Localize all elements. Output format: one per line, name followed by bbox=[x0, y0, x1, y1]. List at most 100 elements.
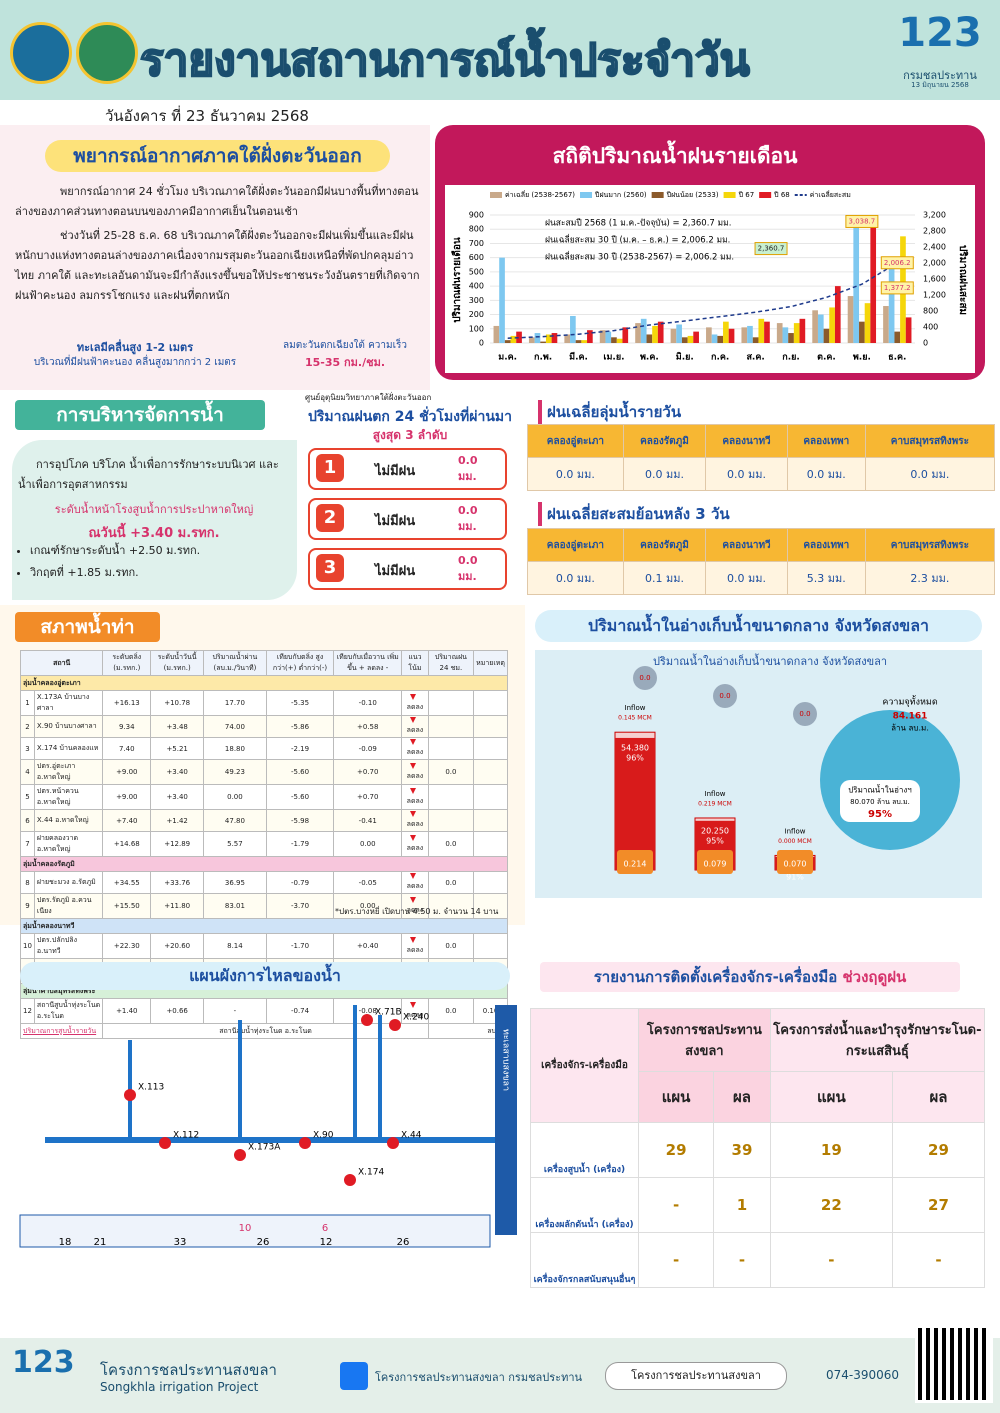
cell-text: -0.05 bbox=[358, 878, 377, 887]
cell-text: +3.40 bbox=[166, 793, 188, 801]
cell-text: +1.42 bbox=[166, 816, 188, 825]
distance: 26 bbox=[397, 1237, 410, 1248]
cell-text: ลดลง bbox=[406, 771, 424, 780]
machine-count: - bbox=[637, 1177, 715, 1233]
current-bar bbox=[615, 737, 655, 870]
cell-no: 9 bbox=[20, 893, 35, 919]
y-tick-label: 500 bbox=[469, 267, 484, 276]
bar bbox=[741, 327, 748, 343]
header-cell: แนวโน้ม bbox=[401, 650, 429, 676]
cell-text: -0.79 bbox=[290, 878, 310, 887]
cell-text: 7.40 bbox=[119, 744, 135, 753]
cell-text: X.90 บ้านบางศาลา bbox=[36, 722, 97, 730]
logo bbox=[76, 22, 138, 84]
bar bbox=[581, 340, 588, 343]
annotation: ฝนสะสมปี 2568 (1 ม.ค.-ปัจจุบัน) = 2,360.… bbox=[545, 218, 731, 229]
current-label: 54.380 bbox=[621, 743, 649, 752]
station bbox=[159, 1137, 171, 1149]
reservoir-inner-title: ปริมาณน้ำในอ่างเก็บน้ำขนาดกลาง จังหวัดสง… bbox=[653, 653, 887, 668]
machine-count: 1 bbox=[713, 1177, 771, 1233]
distance: 18 bbox=[59, 1237, 72, 1248]
cell-text: -2.19 bbox=[290, 744, 310, 753]
y-tick-label: 0 bbox=[479, 339, 484, 348]
water-level-title: สภาพน้ำท่า bbox=[15, 612, 160, 642]
footer-phone[interactable]: 074-390060 bbox=[826, 1368, 900, 1382]
value-row: 0.0 มม. 0.0 มม. 0.0 มม. 0.0 มม. 0.0 มม. bbox=[527, 457, 996, 491]
bar bbox=[534, 333, 541, 343]
total-label: ความจุทั้งหมด bbox=[882, 695, 938, 708]
section-name: ลุ่มน้ำคลองอู่ตะเภา bbox=[20, 675, 508, 691]
cell-vs_bank: -1.79 bbox=[265, 831, 335, 857]
wind-speed: 15-35 กม./ชม. bbox=[304, 356, 385, 369]
basin-daily-table: คลองอู่ตะเภา คลองรัตภูมิ คลองนาทวี คลองเทพา… bbox=[527, 424, 996, 491]
distance: 33 bbox=[174, 1237, 187, 1248]
y2-tick-label: 2,000 bbox=[923, 259, 946, 268]
cell-text: ปตร.รัตภูมิ อ.ควนเนียง bbox=[36, 896, 92, 915]
x-tick-label: มิ.ย. bbox=[676, 352, 694, 363]
annotation: ฝนเฉลี่ยสะสม 30 ปี (2538-2567) = 2,006.2… bbox=[545, 251, 734, 263]
cell-text: 5 bbox=[25, 793, 30, 801]
footer-facebook[interactable]: โครงการชลประทานสงขลา กรมชลประทาน bbox=[375, 1371, 583, 1384]
footer-web[interactable]: โครงการชลประทานสงขลา bbox=[605, 1362, 787, 1390]
header-cell: คลองนาทวี bbox=[705, 528, 788, 562]
sub-header-row: แผน ผล แผน ผล bbox=[531, 1071, 986, 1123]
total-value: 84.161 bbox=[893, 712, 928, 722]
machine-name: เครื่องสูบน้ำ (เครื่อง) bbox=[530, 1122, 639, 1178]
bar bbox=[528, 337, 535, 343]
bar bbox=[510, 335, 517, 343]
cell-station: X.173A บ้านบางศาลา bbox=[33, 690, 104, 716]
cell-text: สถานีสูบน้ำทุ่งระโนด อ.ระโนด bbox=[36, 1001, 101, 1020]
station bbox=[361, 1014, 373, 1026]
legend-label: ปี 67 bbox=[738, 191, 754, 199]
cell-level: +20.60 bbox=[150, 933, 205, 959]
cell-rain: 0.0 bbox=[427, 933, 475, 959]
sub-header: ผล bbox=[713, 1071, 771, 1123]
cell-station: X.44 อ.หาดใหญ่ bbox=[33, 809, 104, 832]
cell-text: 8 bbox=[25, 878, 30, 887]
header-cell: ระดับตลิ่ง (ม.รทก.) bbox=[102, 650, 152, 676]
flow-title: แผนผังการไหลของน้ำ bbox=[20, 962, 510, 990]
machinery-title: รายงานการติดตั้งเครื่องจักร-เครื่องมือ ช… bbox=[540, 962, 960, 992]
value-row: 0.0 มม. 0.1 มม. 0.0 มม. 5.3 มม. 2.3 มม. bbox=[527, 561, 996, 595]
cell-note bbox=[473, 759, 508, 785]
percent-label: 96% bbox=[626, 753, 644, 762]
cell-no: 1 bbox=[20, 690, 35, 716]
legend-label: ปีฝนน้อย (2533) bbox=[666, 191, 718, 199]
cell-vs_yesterday: -0.05 bbox=[333, 871, 403, 894]
station-row: 4 ปตร.อู่ตะเภา อ.หาดใหญ่ +9.00 +3.40 49.23 -5… bbox=[20, 759, 508, 785]
bar bbox=[687, 335, 694, 343]
y-axis-label: ปริมาณฝนรายเดือน bbox=[451, 237, 463, 323]
qr-code[interactable] bbox=[915, 1325, 993, 1403]
cell-flow: 18.80 bbox=[203, 737, 267, 760]
callout-box bbox=[845, 214, 879, 228]
station-row: 8 ฝายชะมวง อ.รัตภูมิ +34.55 +33.76 36.95 -0.7… bbox=[20, 871, 508, 894]
bar bbox=[711, 334, 718, 343]
machine-count: 29 bbox=[637, 1122, 715, 1178]
machine-count: 19 bbox=[769, 1122, 893, 1178]
cell-text: 0.0 bbox=[445, 878, 457, 887]
percent-label: 91% bbox=[786, 872, 804, 881]
bar bbox=[764, 321, 770, 343]
weather-text: ช่วงวันที่ 25-28 ธ.ค. 68 บริเวณภาคใต้ฝั่… bbox=[15, 229, 420, 302]
cell-station: ปตร.อู่ตะเภา อ.หาดใหญ่ bbox=[33, 759, 104, 785]
y-tick-label: 200 bbox=[469, 310, 484, 319]
station-row: 7 ฝายคลองวาด อ.หาดใหญ่ +14.68 +12.89 5.57 -1.… bbox=[20, 831, 508, 857]
callout-box bbox=[754, 242, 788, 256]
header-cell: คลองรัตภูมิ bbox=[622, 424, 707, 458]
bar bbox=[776, 323, 783, 343]
station-label: X.71B bbox=[375, 1008, 402, 1018]
distance: 21 bbox=[94, 1237, 107, 1248]
callout-box bbox=[880, 256, 914, 270]
cell-rain bbox=[427, 715, 475, 738]
machinery-row: เครื่องผลักดันน้ำ (เครื่อง) -1 22 27 bbox=[530, 1177, 986, 1233]
bar bbox=[545, 334, 552, 343]
header-row: คลองอู่ตะเภา คลองรัตภูมิ คลองนาทวี คลองเทพา… bbox=[527, 424, 996, 458]
y-tick-label: 100 bbox=[469, 324, 484, 333]
bar bbox=[587, 330, 593, 343]
value-cell: 0.0 มม. bbox=[864, 457, 996, 491]
bar bbox=[616, 338, 623, 343]
cell-vs_bank: -5.86 bbox=[265, 715, 335, 738]
cell-text: 5.57 bbox=[227, 840, 243, 848]
bar bbox=[834, 286, 841, 343]
